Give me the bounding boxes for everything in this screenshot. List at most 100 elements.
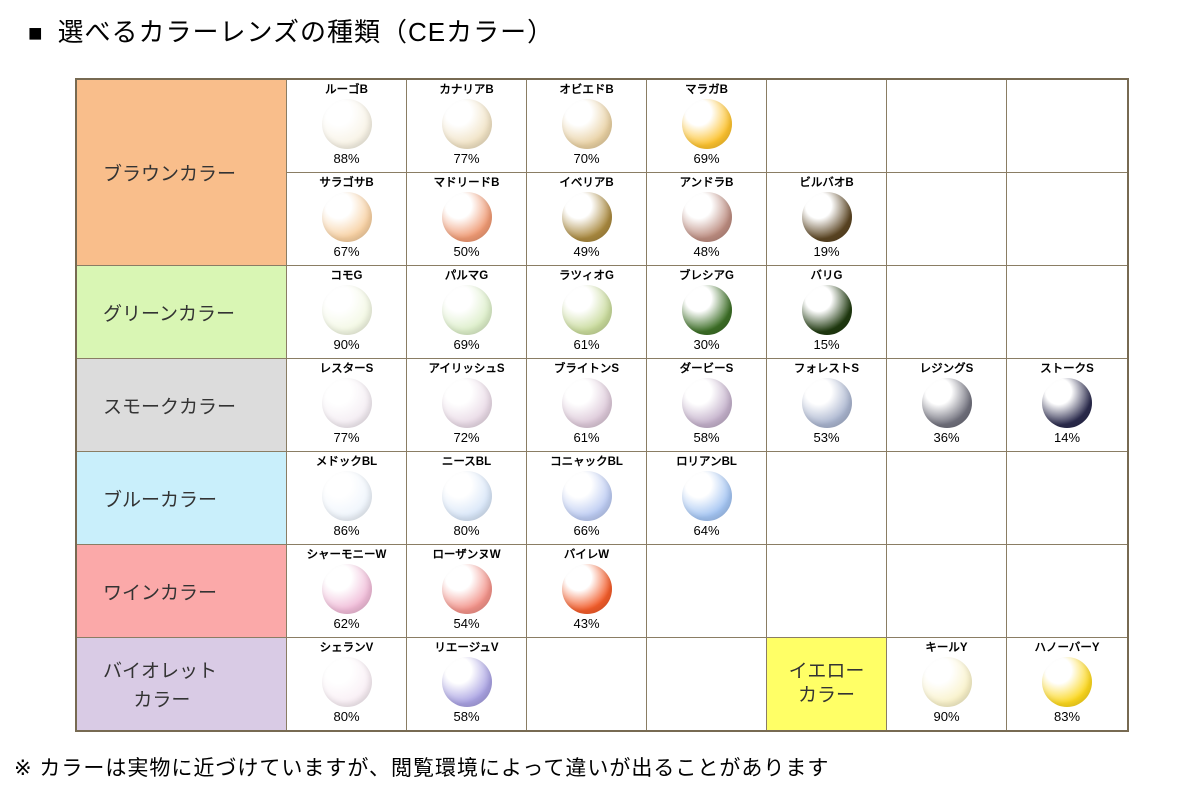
lens-cell: マドリードB 50%	[407, 173, 527, 265]
transmittance-value: 64%	[693, 523, 720, 538]
lens-cell: リエージュV 58%	[407, 638, 527, 730]
lens-swatch	[921, 657, 972, 707]
transmittance-value: 67%	[333, 244, 360, 259]
lens-name-label: ビルバオB	[799, 177, 854, 189]
transmittance-value: 14%	[1053, 430, 1081, 445]
lens-cell: メドックBL 86%	[287, 452, 407, 544]
lens-cell: レジングS 36%	[887, 359, 1007, 451]
transmittance-value: 61%	[573, 337, 600, 352]
subrow-group: レスターS 77% アイリッシュS 72% ブライトンS 61% ダービーS 58% フォレスト…	[287, 359, 1127, 451]
page-title-text: 選べるカラーレンズの種類（CEカラー）	[57, 17, 555, 47]
lens-name-label: パルマG	[444, 270, 489, 282]
transmittance-value: 36%	[933, 430, 960, 445]
lens-swatch	[441, 564, 492, 614]
lens-cell: ブレシアG 30%	[647, 266, 767, 358]
lens-name-label: ローザンヌW	[432, 549, 501, 561]
category-row: ブルーカラー メドックBL 86% ニースBL 80% コニャックBL 66% ロリアンBL 6…	[77, 451, 1127, 544]
lens-name-label: カナリアB	[439, 84, 494, 96]
lens-name-label: シェランV	[319, 642, 374, 654]
lens-name-label: ダービーS	[679, 363, 734, 375]
subrow-group: コモG 90% パルマG 69% ラツィオG 61% ブレシアG 30% バリG 15%	[287, 266, 1127, 358]
category-row: グリーンカラー コモG 90% パルマG 69% ラツィオG 61% ブレシアG 30% バリG 1…	[77, 265, 1127, 358]
lens-swatch	[921, 378, 972, 428]
lens-cell: バイレW 43%	[527, 545, 647, 637]
transmittance-value: 90%	[333, 337, 360, 352]
subrow-group: メドックBL 86% ニースBL 80% コニャックBL 66% ロリアンBL 64%	[287, 452, 1127, 544]
lens-name-label: コニャックBL	[550, 456, 623, 468]
transmittance-value: 69%	[453, 337, 480, 352]
lens-swatch	[441, 285, 492, 335]
lens-cell: アイリッシュS 72%	[407, 359, 527, 451]
transmittance-value: 80%	[453, 523, 480, 538]
lens-swatch	[681, 378, 732, 428]
empty-cell	[527, 638, 647, 730]
lens-name-label: ハノーバーY	[1034, 642, 1100, 654]
empty-cell	[1007, 452, 1127, 544]
transmittance-value: 69%	[693, 151, 720, 166]
transmittance-value: 77%	[453, 151, 480, 166]
lens-cell: ルーゴB 88%	[287, 80, 407, 172]
lens-swatch	[321, 192, 372, 242]
lens-swatch	[561, 471, 612, 521]
category-label-text: スモークカラー	[103, 396, 237, 418]
subrow: シャーモニーW 62% ローザンヌW 54% バイレW 43%	[287, 545, 1127, 637]
subrow-group: シャーモニーW 62% ローザンヌW 54% バイレW 43%	[287, 545, 1127, 637]
lens-name-label: コモG	[330, 270, 363, 282]
lens-name-label: アイリッシュS	[428, 363, 505, 375]
lens-swatch	[321, 471, 372, 521]
lens-name-label: マラガB	[685, 84, 728, 96]
transmittance-value: 54%	[453, 616, 480, 631]
lens-swatch	[801, 378, 852, 428]
empty-cell	[647, 638, 767, 730]
lens-name-label: フォレストS	[793, 363, 860, 375]
lens-cell: カナリアB 77%	[407, 80, 527, 172]
empty-cell	[1007, 173, 1127, 265]
lens-name-label: バイレW	[563, 549, 610, 561]
lens-swatch	[321, 99, 372, 149]
subrow: ルーゴB 88% カナリアB 77% オビエドB 70% マラガB 69%	[287, 80, 1127, 172]
lens-cell: キールY 90%	[887, 638, 1007, 730]
transmittance-value: 80%	[333, 709, 360, 724]
lens-name-label: レスターS	[319, 363, 374, 375]
lens-swatch	[561, 99, 612, 149]
empty-cell	[1007, 266, 1127, 358]
lens-swatch	[561, 378, 612, 428]
lens-name-label: ロリアンBL	[676, 456, 737, 468]
lens-cell: シャーモニーW 62%	[287, 545, 407, 637]
lens-name-label: ストークS	[1040, 363, 1094, 375]
transmittance-value: 61%	[573, 430, 600, 445]
lens-swatch	[321, 657, 372, 707]
transmittance-value: 77%	[333, 430, 360, 445]
category-label-text: カラー	[133, 690, 191, 711]
lens-cell: イベリアB 49%	[527, 173, 647, 265]
category-label-text: ワインカラー	[103, 582, 218, 604]
lens-table: ブラウンカラー ルーゴB 88% カナリアB 77% オビエドB 70% マラガB 69% サラゴ…	[75, 78, 1129, 732]
category-label: バイオレット カラー	[77, 638, 287, 730]
lens-name-label: キールY	[925, 642, 968, 654]
lens-cell: フォレストS 53%	[767, 359, 887, 451]
category-label: ブラウンカラー	[77, 80, 287, 265]
category-row: ワインカラー シャーモニーW 62% ローザンヌW 54% バイレW 43%	[77, 544, 1127, 637]
transmittance-value: 50%	[453, 244, 480, 259]
lens-name-label: メドックBL	[315, 456, 378, 468]
lens-name-label: ブレシアG	[679, 270, 734, 282]
transmittance-value: 83%	[1053, 709, 1081, 724]
transmittance-value: 70%	[573, 151, 600, 166]
empty-cell	[1007, 545, 1127, 637]
category-label-text: ブルーカラー	[103, 489, 218, 511]
lens-name-label: ブライトンS	[553, 363, 620, 375]
lens-swatch	[801, 285, 852, 335]
category-label-text: ブラウンカラー	[103, 164, 237, 185]
yellow-category-label: イエロー カラー	[767, 638, 887, 730]
subrow-group: シェランV 80% リエージュV 58% イエロー カラー キールY 90% ハノーバーY 83%	[287, 638, 1127, 730]
empty-cell	[887, 266, 1007, 358]
lens-swatch	[441, 378, 492, 428]
lens-name-label: ニースBL	[441, 456, 492, 468]
category-row: ブラウンカラー ルーゴB 88% カナリアB 77% オビエドB 70% マラガB 69% サラゴ…	[77, 80, 1127, 265]
empty-cell	[1007, 80, 1127, 172]
lens-cell: ローザンヌW 54%	[407, 545, 527, 637]
subrow-group: ルーゴB 88% カナリアB 77% オビエドB 70% マラガB 69% サラゴサB 67% マド…	[287, 80, 1127, 265]
lens-cell: ストークS 14%	[1007, 359, 1127, 451]
lens-cell: マラガB 69%	[647, 80, 767, 172]
footnote: ※ カラーは実物に近づけていますが、閲覧環境によって違いが出ることがあります	[14, 757, 830, 780]
